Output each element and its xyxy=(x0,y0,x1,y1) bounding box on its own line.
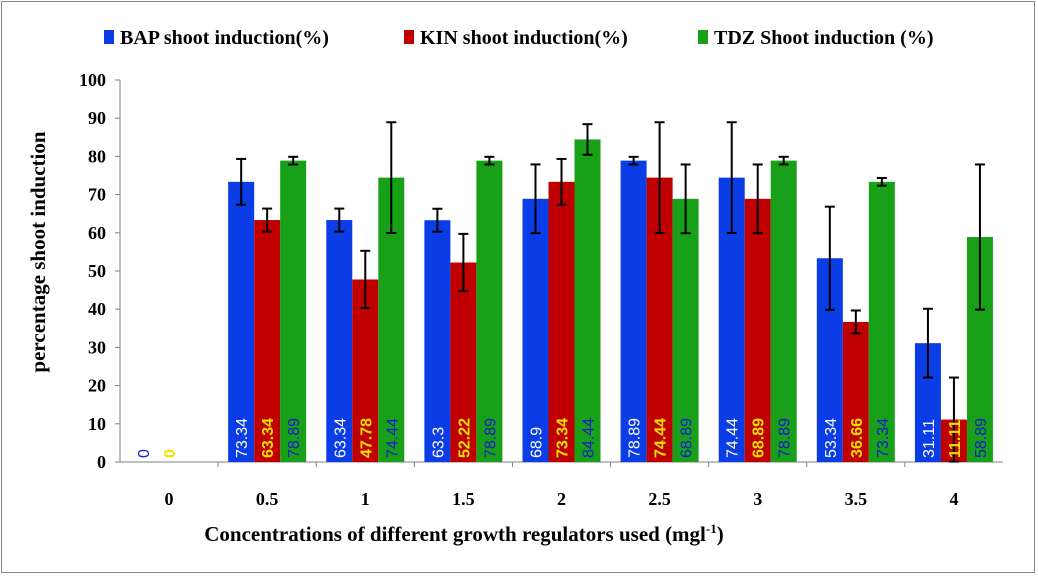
bar xyxy=(476,160,503,462)
data-label: 47.78 xyxy=(358,418,375,458)
data-label: 78.89 xyxy=(482,418,499,458)
x-tick-label: 1.5 xyxy=(452,489,475,509)
x-axis-title-text: Concentrations of different growth regul… xyxy=(204,522,706,546)
y-tick-label: 70 xyxy=(88,185,106,205)
y-tick-label: 10 xyxy=(88,414,106,434)
y-tick-label: 0 xyxy=(97,452,106,472)
data-label: 78.89 xyxy=(777,418,794,458)
legend-swatch xyxy=(104,30,114,44)
y-tick-label: 30 xyxy=(88,337,106,357)
legend: BAP shoot induction(%) KIN shoot inductio… xyxy=(104,27,934,49)
data-label: 68.89 xyxy=(679,418,696,458)
legend-label: TDZ Shoot induction (%) xyxy=(714,27,934,49)
x-tick-label: 2 xyxy=(557,489,566,509)
x-tick-label: 0 xyxy=(165,489,174,509)
data-label: 73.34 xyxy=(555,418,572,458)
bar xyxy=(868,181,895,463)
data-label: 52.22 xyxy=(456,418,473,458)
bar xyxy=(620,160,647,462)
x-tick-label: 0.5 xyxy=(256,489,279,509)
x-axis-title-end: ) xyxy=(717,522,724,546)
data-labels: 0 73.34 63.34 63.3 68.9 78.89 74.44 53.34 31.11 0… xyxy=(136,418,990,458)
x-axis-title: Concentrations of different growth regul… xyxy=(204,521,723,546)
bars xyxy=(228,139,993,463)
data-label: 11.11 xyxy=(947,420,964,458)
bar xyxy=(326,220,353,462)
data-label: 74.44 xyxy=(653,418,670,458)
axes: 0 10 20 30 40 50 60 70 80 90 100 0 0.5 1 1.5 2 2.5 3 3.5 4 xyxy=(79,70,1003,509)
x-tick-label: 1 xyxy=(361,489,370,509)
x-axis-title-superscript: -1 xyxy=(706,521,717,536)
bar xyxy=(424,220,451,462)
x-tick-label: 4 xyxy=(949,489,958,509)
bar xyxy=(744,198,771,462)
data-label: 63.34 xyxy=(260,418,277,458)
data-label: 36.66 xyxy=(849,418,866,458)
y-tick-label: 60 xyxy=(88,223,106,243)
y-tick-label: 50 xyxy=(88,261,106,281)
data-label: 78.89 xyxy=(286,418,303,458)
bar xyxy=(522,198,549,462)
legend-swatch xyxy=(698,30,708,44)
data-label: 68.89 xyxy=(751,418,768,458)
data-label: 78.89 xyxy=(627,418,644,458)
bar xyxy=(450,262,477,462)
bar xyxy=(842,321,869,462)
legend-label: BAP shoot induction(%) xyxy=(120,27,329,49)
data-label: 84.44 xyxy=(581,418,598,458)
data-label: 74.44 xyxy=(725,418,742,458)
data-label: 63.3 xyxy=(430,427,447,458)
y-tick-label: 90 xyxy=(88,108,106,128)
data-label: 73.34 xyxy=(234,418,251,458)
legend-swatch xyxy=(404,30,414,44)
x-tick-label: 2.5 xyxy=(648,489,671,509)
bar xyxy=(672,198,699,462)
y-tick-label: 80 xyxy=(88,146,106,166)
data-label: 31.11 xyxy=(921,419,938,458)
data-label: 0 xyxy=(136,449,153,458)
bar xyxy=(254,220,281,462)
bar xyxy=(548,181,575,463)
data-label: 74.44 xyxy=(384,418,401,458)
data-label: 0 xyxy=(162,449,179,458)
x-tick-label: 3 xyxy=(753,489,762,509)
data-label: 63.34 xyxy=(332,418,349,458)
y-axis-title: percentage shoot induction xyxy=(26,131,50,372)
bar xyxy=(574,139,601,462)
x-tick-label: 3.5 xyxy=(845,489,868,509)
data-label: 73.34 xyxy=(875,418,892,458)
data-label: 53.34 xyxy=(823,418,840,458)
y-tick-label: 20 xyxy=(88,376,106,396)
bar xyxy=(280,160,307,462)
bar xyxy=(352,279,379,462)
error-bars xyxy=(236,121,985,463)
y-tick-label: 100 xyxy=(79,70,106,90)
legend-label: KIN shoot induction(%) xyxy=(420,27,628,49)
data-label: 58.89 xyxy=(973,418,990,458)
bar xyxy=(770,160,797,462)
data-label: 68.9 xyxy=(529,427,546,458)
y-tick-label: 40 xyxy=(88,299,106,319)
bar xyxy=(228,181,255,463)
